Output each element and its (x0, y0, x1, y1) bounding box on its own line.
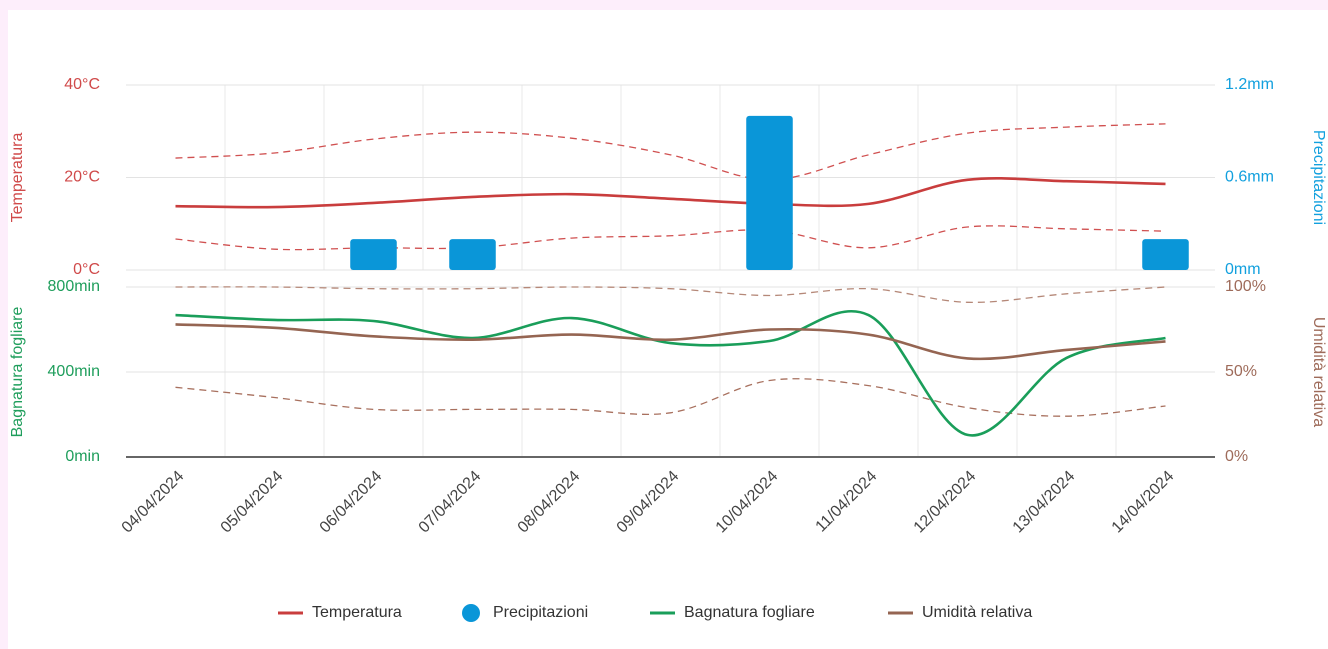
y2-tick-label: 0% (1225, 448, 1248, 465)
legend-label: Umidità relativa (922, 604, 1032, 621)
range-line (175, 378, 1166, 417)
range-line (175, 225, 1166, 251)
bar (350, 239, 397, 270)
y-tick-label: 400min (48, 363, 100, 380)
legend-label: Bagnatura fogliare (684, 604, 815, 621)
y2-tick-label: 100% (1225, 278, 1266, 295)
legend-label: Precipitazioni (493, 604, 588, 621)
legend-marker (462, 604, 480, 622)
y-tick-label: 20°C (64, 169, 100, 186)
y2-axis-title: Umidità relativa (1310, 317, 1327, 427)
y2-axis-title: Precipitazioni (1310, 130, 1327, 225)
range-line (175, 123, 1166, 181)
card (8, 10, 1328, 649)
y2-tick-label: 1.2mm (1225, 76, 1274, 93)
line (175, 177, 1166, 209)
line (175, 309, 1166, 437)
range-line (175, 286, 1166, 303)
bar (449, 239, 496, 270)
line (175, 323, 1166, 361)
y-tick-label: 0min (65, 448, 100, 465)
legend-label: Temperatura (312, 604, 402, 621)
y-tick-label: 800min (48, 278, 100, 295)
bar (1142, 239, 1189, 270)
bar (746, 115, 793, 270)
y-tick-label: 0°C (73, 261, 100, 278)
y2-tick-label: 0mm (1225, 261, 1261, 278)
y-axis-title: Bagnatura fogliare (9, 307, 26, 438)
y2-tick-label: 0.6mm (1225, 169, 1274, 186)
y-axis-title: Temperatura (9, 132, 26, 222)
y-tick-label: 40°C (64, 76, 100, 93)
y2-tick-label: 50% (1225, 363, 1257, 380)
